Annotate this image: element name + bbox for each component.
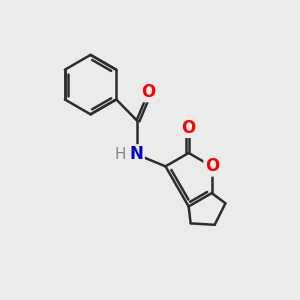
Text: O: O	[182, 119, 196, 137]
Text: O: O	[205, 157, 219, 175]
Text: H: H	[115, 147, 126, 162]
Text: N: N	[130, 146, 144, 164]
Text: O: O	[141, 83, 156, 101]
